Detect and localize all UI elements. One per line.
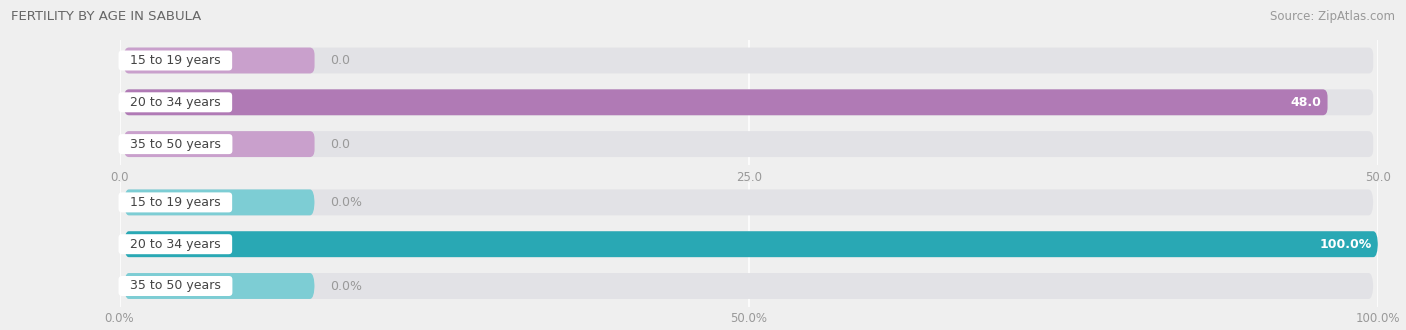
FancyBboxPatch shape (124, 273, 315, 299)
Text: 0.0: 0.0 (329, 54, 350, 67)
Text: FERTILITY BY AGE IN SABULA: FERTILITY BY AGE IN SABULA (11, 10, 201, 23)
FancyBboxPatch shape (124, 231, 1374, 257)
FancyBboxPatch shape (124, 89, 1327, 115)
Text: 15 to 19 years: 15 to 19 years (122, 196, 229, 209)
Text: 35 to 50 years: 35 to 50 years (122, 138, 229, 150)
FancyBboxPatch shape (124, 189, 1374, 215)
FancyBboxPatch shape (124, 131, 315, 157)
Text: 0.0: 0.0 (329, 138, 350, 150)
Text: 0.0%: 0.0% (329, 196, 361, 209)
Text: 100.0%: 100.0% (1319, 238, 1372, 251)
Text: 35 to 50 years: 35 to 50 years (122, 280, 229, 292)
FancyBboxPatch shape (124, 48, 315, 74)
FancyBboxPatch shape (124, 231, 1378, 257)
Text: 0.0%: 0.0% (329, 280, 361, 292)
Text: 20 to 34 years: 20 to 34 years (122, 96, 229, 109)
Text: Source: ZipAtlas.com: Source: ZipAtlas.com (1270, 10, 1395, 23)
Text: 20 to 34 years: 20 to 34 years (122, 238, 229, 251)
FancyBboxPatch shape (124, 131, 1374, 157)
FancyBboxPatch shape (124, 273, 1374, 299)
Text: 48.0: 48.0 (1291, 96, 1322, 109)
Text: 15 to 19 years: 15 to 19 years (122, 54, 229, 67)
FancyBboxPatch shape (124, 189, 315, 215)
FancyBboxPatch shape (124, 48, 1374, 74)
FancyBboxPatch shape (124, 89, 1374, 115)
